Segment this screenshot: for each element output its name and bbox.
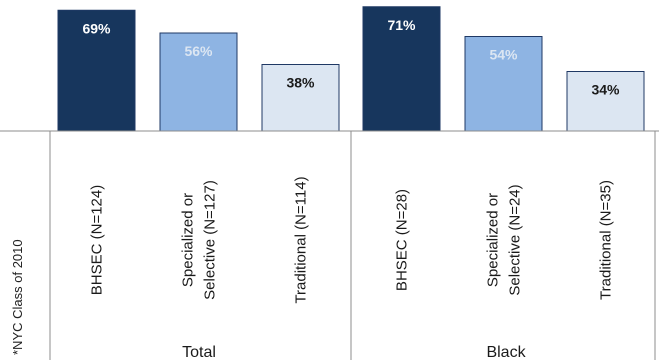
category-label: Selective (N=24)	[507, 184, 524, 295]
category-label: Selective (N=127)	[202, 180, 219, 300]
category-frame	[0, 130, 659, 360]
category-label: Specialized or	[180, 193, 197, 287]
category-label: Traditional (N=114)	[293, 176, 310, 303]
data-label: 71%	[387, 17, 416, 33]
data-label: 38%	[286, 75, 315, 91]
data-label: 54%	[489, 47, 518, 63]
bar-total-1	[57, 9, 136, 132]
labels-layer: 69% BHSEC (N=124) 56% Specialized or Selecti…	[82, 17, 620, 360]
category-label: BHSEC (N=28)	[394, 189, 411, 291]
bar-total-3	[261, 64, 340, 132]
category-label: BHSEC (N=124)	[89, 185, 106, 295]
bar-black-3	[566, 71, 645, 132]
bar-black-1	[362, 6, 441, 132]
bar-total-2	[159, 32, 238, 132]
bars-layer	[57, 6, 645, 132]
bar-black-2	[464, 36, 543, 132]
group-label: Total	[182, 344, 216, 360]
data-label: 56%	[184, 43, 213, 59]
footnote: *NYC Class of 2010	[10, 239, 25, 355]
data-label: 69%	[82, 20, 111, 36]
category-label: Traditional (N=35)	[598, 180, 615, 300]
category-label: Specialized or	[485, 193, 502, 287]
group-label: Black	[486, 344, 526, 360]
data-label: 34%	[591, 82, 620, 98]
